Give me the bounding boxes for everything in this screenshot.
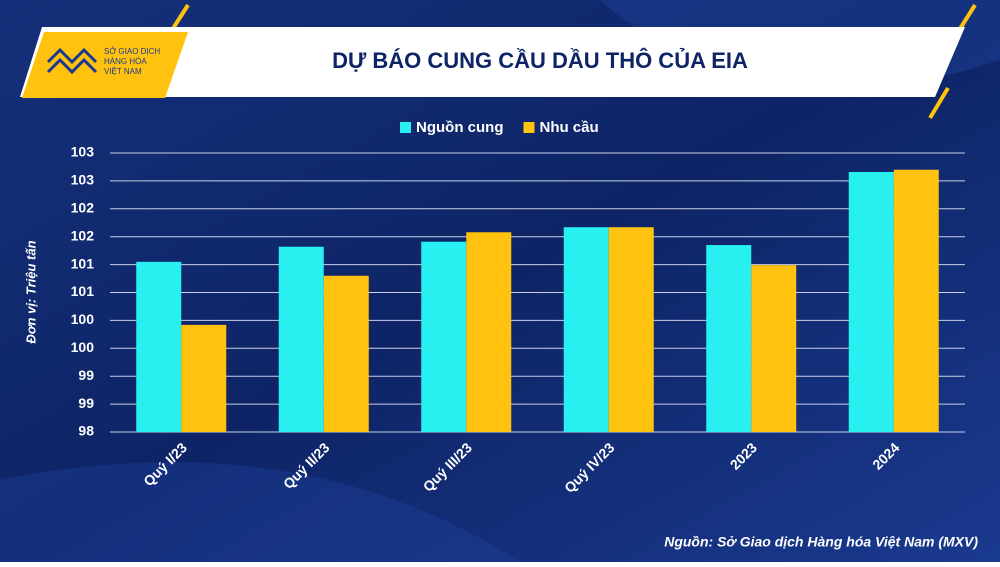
y-axis-label: Đơn vị: Triệu tấn [23,240,38,343]
y-tick-label: 100 [71,339,95,355]
logo-text: SỞ GIAO DỊCH [104,47,160,56]
logo-text: VIỆT NAM [104,67,142,76]
bar [893,169,939,433]
legend-label: Nguồn cung [416,119,503,136]
y-tick-label: 99 [78,395,94,411]
title-banner [20,27,965,97]
bar [181,324,227,432]
bar [563,227,609,432]
y-tick-label: 102 [71,227,95,243]
y-tick-label: 98 [78,423,94,439]
logo-icon [46,47,98,75]
y-tick-label: 103 [71,144,95,160]
bar [706,245,752,432]
legend-swatch [400,122,411,133]
logo-text: HÀNG HÓA [104,57,147,66]
legend-label: Nhu cầu [539,119,598,136]
chart-title: DỰ BÁO CUNG CẦU DẦU THÔ CỦA EIA [332,48,748,73]
y-tick-label: 102 [71,200,95,216]
logo-box [22,32,188,98]
bar [421,241,467,432]
bar [751,265,797,432]
bar [136,261,182,432]
decor [0,462,520,562]
bar [466,232,512,432]
bar [278,246,324,432]
y-tick-label: 99 [78,367,94,383]
legend-swatch [523,122,535,133]
decor [928,86,950,120]
y-tick-label: 103 [71,172,95,188]
y-tick-label: 101 [71,255,95,271]
y-tick-label: 100 [71,311,95,327]
y-tick-label: 101 [71,283,95,299]
source: Nguồn: Sở Giao dịch Hàng hóa Việt Nam (M… [664,534,978,550]
decor [170,3,190,32]
bar [608,227,654,432]
bar [323,275,369,432]
bar [848,171,894,433]
